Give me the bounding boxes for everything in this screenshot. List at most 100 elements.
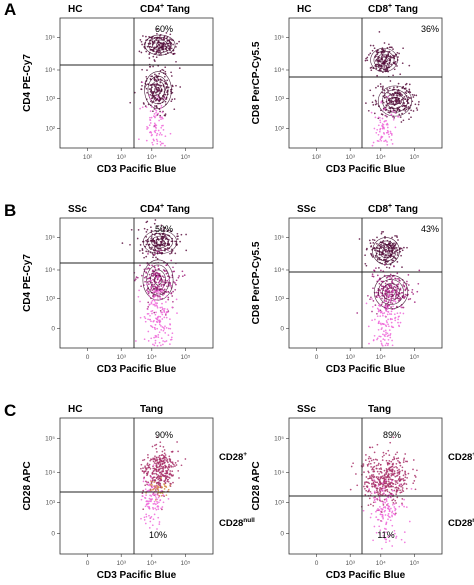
event-dot [153,476,156,479]
event-dot [174,282,176,284]
event-dot [163,483,166,486]
event-dot [145,231,148,233]
event-dot [415,94,418,97]
event-dot [395,247,398,249]
event-dot [391,545,394,547]
event-dot [370,66,373,69]
event-dot [156,90,159,93]
event-dot [156,318,159,320]
event-dot [387,338,390,341]
event-dot [374,458,377,461]
event-dot [392,305,394,308]
gate-percent-upper: 43% [421,224,439,234]
event-dot [389,80,392,82]
event-dot [387,480,390,483]
event-dot [401,489,404,491]
event-dot [373,479,375,481]
event-dot [384,254,386,257]
event-dot [385,342,388,345]
y-tick-label: 10⁵ [45,435,55,442]
event-dot [368,239,371,242]
x-tick-label: 10⁴ [376,560,386,567]
event-dot [170,75,173,77]
event-dot [388,65,390,67]
event-dot [383,305,385,308]
event-dot [391,344,394,347]
event-dot [146,308,149,311]
event-dot [145,492,147,494]
event-dot [389,109,392,112]
event-dot [370,296,372,299]
y-tick-label: 10³ [275,96,285,103]
event-dot [374,481,377,484]
event-dot [377,85,379,87]
event-dot [385,470,388,473]
event-dot [388,111,391,114]
event-dot [155,456,158,459]
event-dot [152,457,154,460]
event-dot [385,289,387,292]
event-dot [372,539,374,542]
event-dot [151,97,154,99]
event-dot [157,295,159,298]
event-dot [145,50,148,53]
density-contour [386,93,404,109]
event-dot [152,479,154,481]
event-dot [396,249,399,252]
event-dot [391,318,393,321]
event-dot [382,500,385,503]
event-dot [380,493,382,496]
event-dot [391,468,394,471]
event-dot [175,464,178,466]
event-dot [375,60,377,62]
event-dot [148,51,151,54]
event-dot [400,483,403,486]
event-dot [161,311,163,314]
event-dot [396,290,398,293]
event-dot [392,503,394,506]
event-dot [170,240,173,243]
x-axis-label: CD3 Pacific Blue [97,364,177,375]
event-dot [149,494,151,497]
event-dot [381,508,384,511]
event-dot [150,302,153,305]
event-dot [405,108,408,111]
event-dot [147,292,150,295]
event-dot [397,321,399,324]
event-dot [160,116,163,119]
event-dot [148,507,151,510]
event-dot [164,234,166,236]
event-dot [152,303,155,306]
event-dot [381,312,384,315]
event-dot [384,479,387,482]
event-dot [385,294,388,297]
event-dot [389,466,392,469]
event-dot [370,111,373,114]
event-dot [380,291,382,294]
event-dot [371,446,374,449]
event-dot [395,537,397,539]
event-dot [149,517,152,519]
event-dot [142,35,144,37]
event-dot [156,28,159,31]
event-dot [380,247,383,249]
event-dot [397,457,400,459]
event-dot [157,489,160,492]
x-tick-label: 0 [315,354,319,361]
event-dot [152,470,155,473]
event-dot [149,42,152,45]
event-dot [374,318,376,321]
event-dot [406,280,408,283]
event-dot [157,516,160,519]
event-dot [386,286,388,289]
event-dot [376,470,379,473]
event-dot [392,436,395,439]
event-dot [399,312,402,314]
event-dot [381,513,383,516]
event-dot [400,121,403,123]
event-dot [388,493,391,496]
event-dots [121,219,188,347]
event-dot [385,114,388,117]
event-dot [391,470,394,473]
event-dot [157,43,160,46]
